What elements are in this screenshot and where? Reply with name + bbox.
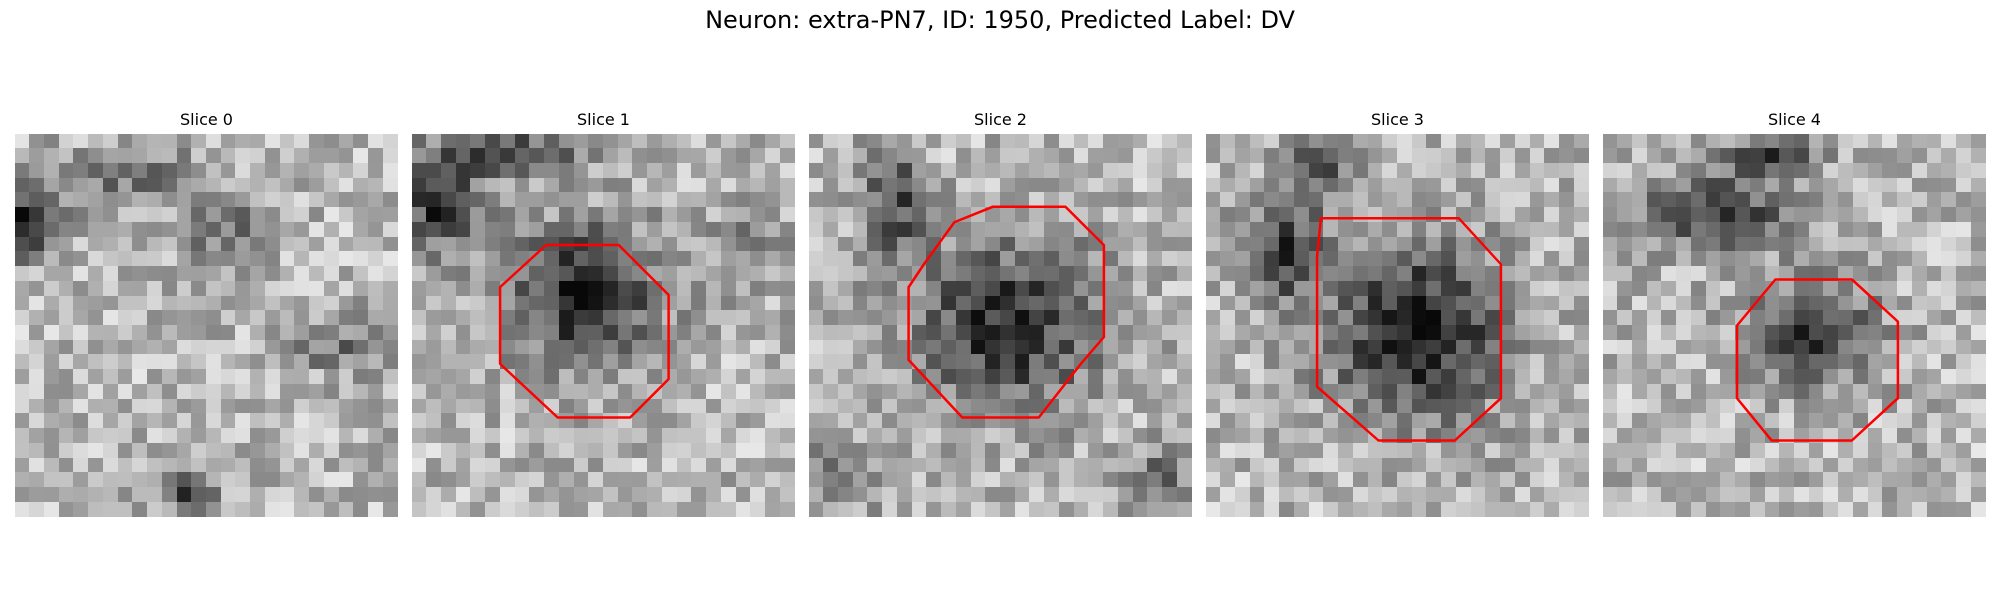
slice-title: Slice 1 — [577, 110, 630, 129]
slice-image — [15, 134, 398, 517]
slice-image — [1206, 134, 1589, 517]
slice-title: Slice 3 — [1371, 110, 1424, 129]
slice-title: Slice 2 — [974, 110, 1027, 129]
slice-panel: Slice 2 — [809, 108, 1192, 517]
slice-image — [412, 134, 795, 517]
figure-title: Neuron: extra-PN7, ID: 1950, Predicted L… — [705, 6, 1295, 34]
slice-panel: Slice 1 — [412, 108, 795, 517]
slice-image — [809, 134, 1192, 517]
slice-panel: Slice 4 — [1603, 108, 1986, 517]
slice-panel: Slice 0 — [15, 108, 398, 517]
slice-title: Slice 0 — [180, 110, 233, 129]
slice-image — [1603, 134, 1986, 517]
slice-panel: Slice 3 — [1206, 108, 1589, 517]
slice-title: Slice 4 — [1768, 110, 1821, 129]
